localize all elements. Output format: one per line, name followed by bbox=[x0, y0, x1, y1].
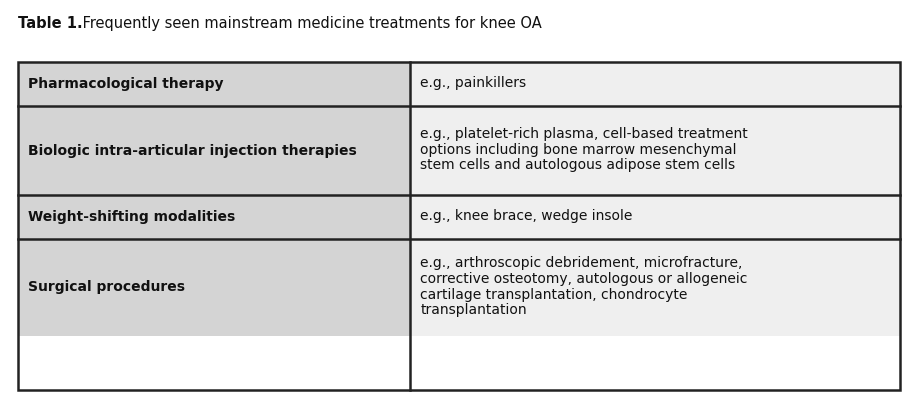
Text: Weight-shifting modalities: Weight-shifting modalities bbox=[28, 210, 235, 224]
Text: Biologic intra-articular injection therapies: Biologic intra-articular injection thera… bbox=[28, 144, 357, 158]
Text: Frequently seen mainstream medicine treatments for knee OA: Frequently seen mainstream medicine trea… bbox=[78, 16, 541, 31]
Text: e.g., arthroscopic debridement, microfracture,: e.g., arthroscopic debridement, microfra… bbox=[420, 256, 742, 270]
Text: Table 1.: Table 1. bbox=[18, 16, 83, 31]
Text: corrective osteotomy, autologous or allogeneic: corrective osteotomy, autologous or allo… bbox=[420, 272, 747, 286]
Text: Surgical procedures: Surgical procedures bbox=[28, 280, 185, 294]
Text: transplantation: transplantation bbox=[420, 303, 527, 317]
Text: cartilage transplantation, chondrocyte: cartilage transplantation, chondrocyte bbox=[420, 288, 687, 302]
Bar bbox=[18, 195, 410, 239]
Bar bbox=[18, 62, 899, 390]
Bar bbox=[410, 195, 899, 239]
Bar bbox=[18, 106, 410, 195]
Text: e.g., painkillers: e.g., painkillers bbox=[420, 76, 526, 90]
Text: stem cells and autologous adipose stem cells: stem cells and autologous adipose stem c… bbox=[420, 158, 735, 172]
Bar bbox=[410, 106, 899, 195]
Bar bbox=[18, 62, 410, 106]
Bar bbox=[410, 239, 899, 336]
Text: e.g., platelet-rich plasma, cell-based treatment: e.g., platelet-rich plasma, cell-based t… bbox=[420, 127, 747, 141]
Bar bbox=[410, 62, 899, 106]
Text: Pharmacological therapy: Pharmacological therapy bbox=[28, 77, 223, 91]
Text: options including bone marrow mesenchymal: options including bone marrow mesenchyma… bbox=[420, 143, 736, 157]
Bar bbox=[18, 239, 410, 336]
Text: e.g., knee brace, wedge insole: e.g., knee brace, wedge insole bbox=[420, 209, 632, 223]
